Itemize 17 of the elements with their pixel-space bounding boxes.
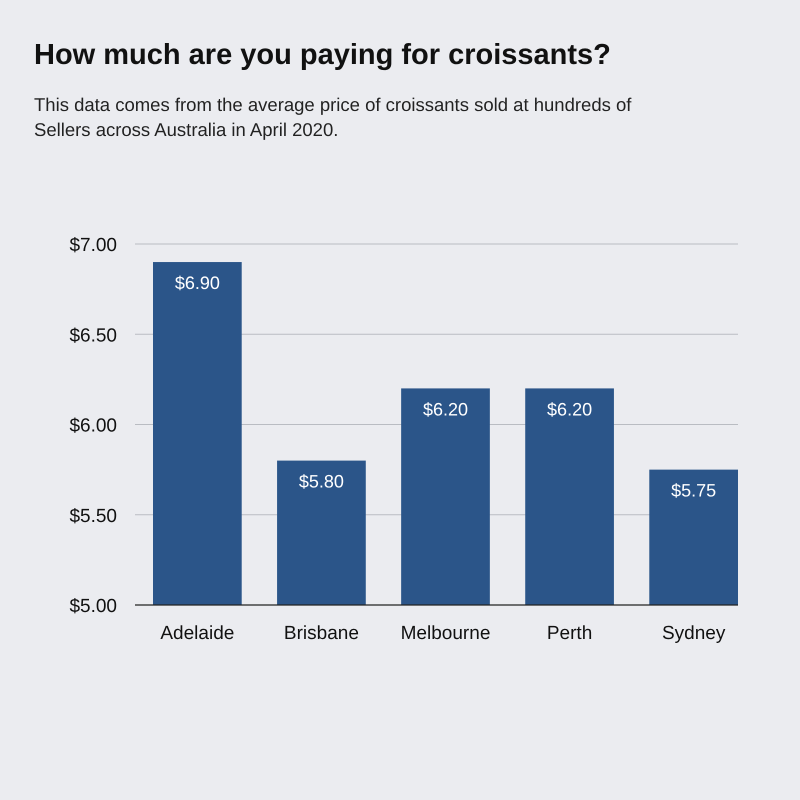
y-tick-label: $6.00	[69, 416, 117, 436]
data-label: $6.20	[547, 399, 592, 420]
x-tick-label: Sydney	[662, 623, 726, 644]
y-tick-label: $7.00	[69, 235, 117, 256]
x-tick-label: Brisbane	[284, 623, 359, 644]
y-tick-label: $6.50	[69, 325, 117, 346]
y-tick-label: $5.00	[69, 596, 117, 617]
data-label: $6.20	[422, 399, 468, 420]
data-label: $5.75	[671, 480, 716, 501]
y-tick-label: $5.50	[69, 506, 117, 527]
chart-title: How much are you paying for croissants?	[34, 39, 611, 71]
x-tick-label: Perth	[546, 623, 592, 644]
chart-subtitle: This data comes from the average price of croissants sold at hundreds of Sellers across Australia in April 2020.	[34, 94, 632, 140]
x-tick-label: Adelaide	[160, 623, 234, 644]
x-tick-label: Melbourne	[400, 623, 490, 644]
data-label: $5.80	[298, 472, 344, 492]
data-label: $6.90	[174, 273, 220, 294]
